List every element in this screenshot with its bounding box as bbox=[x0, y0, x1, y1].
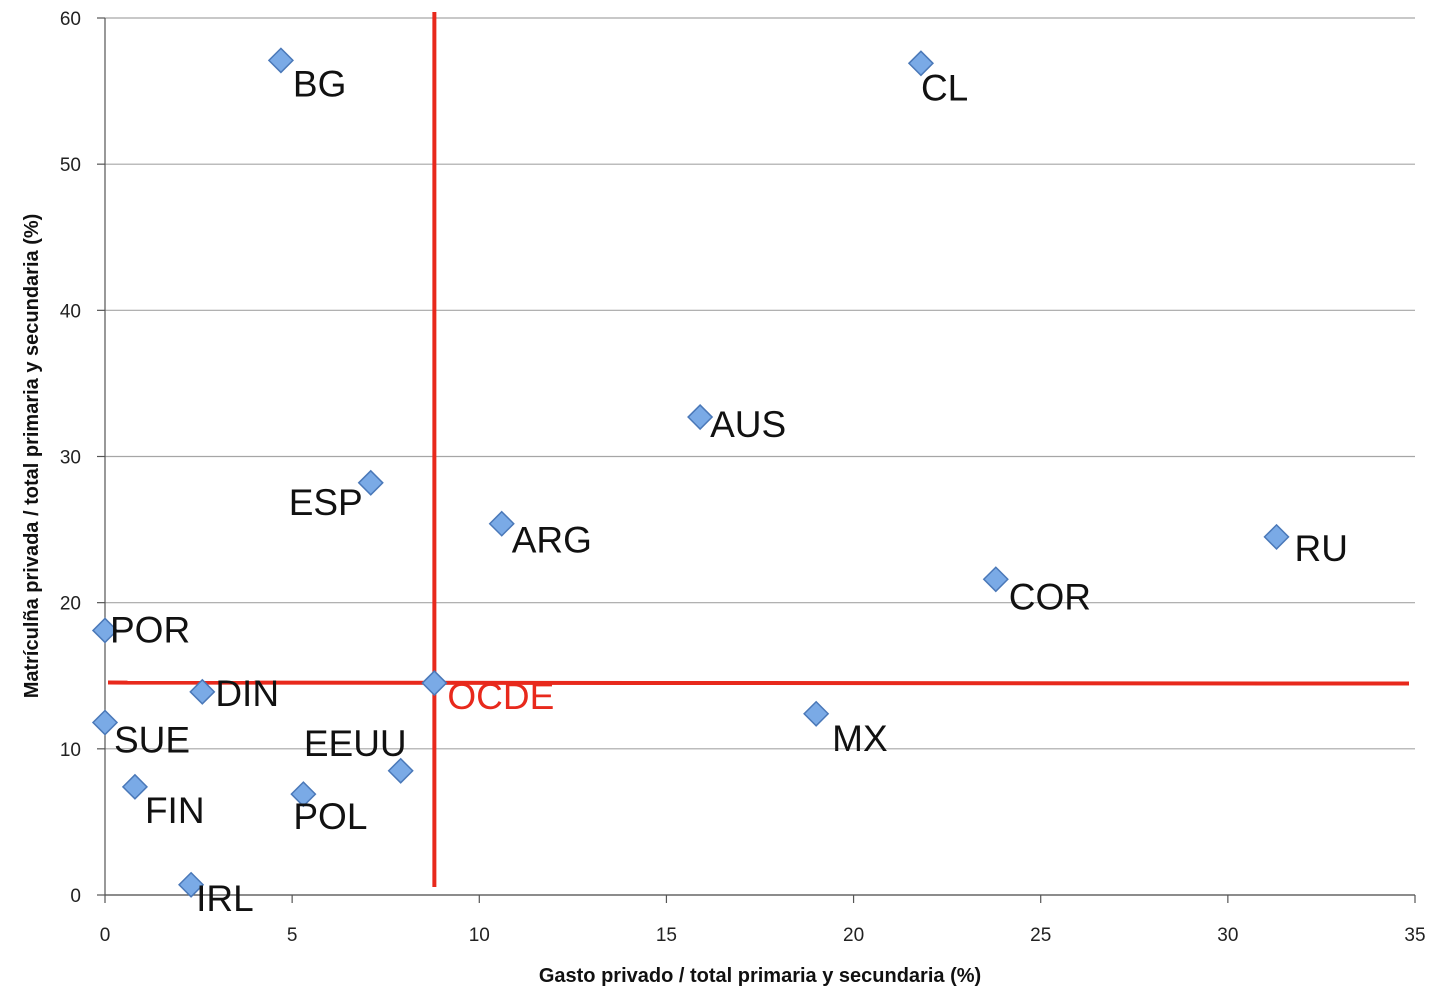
point-marker-aus bbox=[687, 403, 714, 431]
reference-line-horizontal bbox=[107, 680, 1410, 686]
point-marker-mx bbox=[803, 700, 830, 727]
x-tick-label: 10 bbox=[469, 925, 490, 946]
point-marker-arg bbox=[488, 510, 515, 537]
x-tick-label: 0 bbox=[100, 925, 111, 946]
x-tick-label: 35 bbox=[1404, 925, 1425, 946]
x-tick-label: 5 bbox=[287, 925, 298, 946]
y-tick-label: 40 bbox=[60, 301, 81, 322]
point-marker-bg bbox=[267, 47, 294, 74]
point-label-ocde: OCDE bbox=[447, 676, 554, 717]
y-tick-label: 60 bbox=[60, 9, 81, 30]
point-marker-cor bbox=[982, 566, 1009, 593]
point-label-bg: BG bbox=[293, 63, 346, 104]
x-tick-label: 15 bbox=[656, 925, 677, 946]
point-marker-pol bbox=[290, 781, 317, 808]
point-label-arg: ARG bbox=[512, 520, 592, 561]
y-tick-labels: 0 10 20 30 40 50 60 bbox=[60, 9, 81, 907]
y-tick-label: 20 bbox=[60, 594, 81, 615]
y-tick-label: 50 bbox=[60, 155, 81, 176]
point-label-esp: ESP bbox=[289, 482, 363, 523]
point-marker-irl bbox=[178, 871, 205, 898]
x-tick-labels: 0 5 10 15 20 25 30 35 bbox=[100, 925, 1426, 946]
point-labels: BG CL AUS ESP ARG RU COR POR OCDE DIN MX SUE EEUU FIN… bbox=[110, 63, 1348, 918]
y-tick-label: 10 bbox=[60, 740, 81, 761]
point-marker-eeuu bbox=[387, 757, 414, 784]
reference-lines bbox=[107, 12, 1410, 887]
point-marker-ru bbox=[1263, 523, 1290, 550]
point-marker-fin bbox=[121, 773, 149, 800]
x-axis-title: Gasto privado / total primaria y secunda… bbox=[539, 965, 981, 987]
point-marker-sue bbox=[91, 709, 119, 736]
point-marker-cl bbox=[907, 50, 935, 77]
point-label-fin: FIN bbox=[145, 790, 205, 831]
point-marker-din bbox=[189, 678, 216, 705]
point-label-cor: COR bbox=[1009, 576, 1091, 617]
point-marker-ocde bbox=[421, 669, 448, 697]
point-label-cl: CL bbox=[921, 67, 968, 108]
y-axis-title: Matrículña privada / total primaria y se… bbox=[21, 214, 43, 699]
point-marker-esp bbox=[357, 469, 384, 496]
gridlines bbox=[105, 17, 1415, 896]
axes bbox=[97, 17, 1416, 903]
y-tick-label: 30 bbox=[60, 448, 81, 469]
point-label-pol: POL bbox=[293, 796, 367, 837]
point-label-ru: RU bbox=[1295, 528, 1348, 569]
point-label-din: DIN bbox=[215, 673, 279, 714]
point-label-eeuu: EEUU bbox=[304, 723, 407, 764]
y-tick-label: 0 bbox=[70, 886, 81, 907]
data-points bbox=[91, 47, 1290, 898]
point-label-mx: MX bbox=[832, 718, 888, 759]
point-label-por: POR bbox=[110, 609, 190, 650]
point-label-aus: AUS bbox=[710, 404, 786, 445]
x-tick-label: 20 bbox=[843, 925, 864, 946]
point-label-sue: SUE bbox=[114, 720, 190, 761]
x-tick-label: 30 bbox=[1217, 925, 1238, 946]
x-tick-label: 25 bbox=[1030, 925, 1051, 946]
point-marker-por bbox=[91, 617, 119, 644]
point-label-irl: IRL bbox=[196, 878, 254, 919]
